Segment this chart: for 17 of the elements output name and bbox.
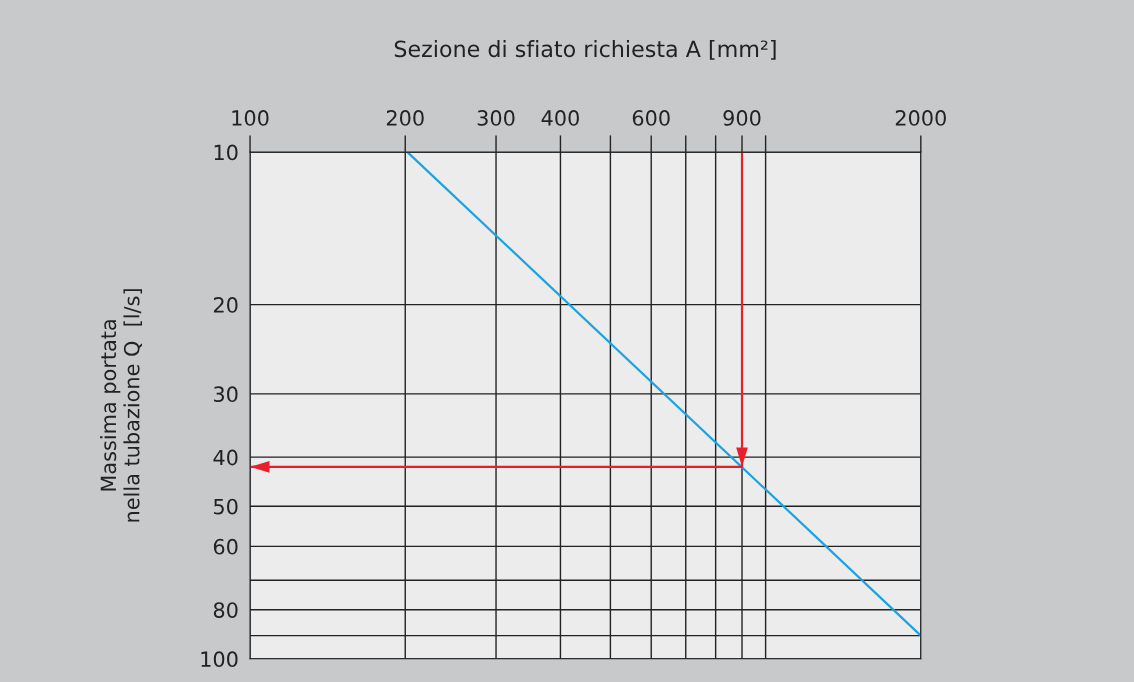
x-tick-label: 900 <box>723 110 761 126</box>
y-tick-label: 30 <box>214 386 238 403</box>
y-tick-label: 10 <box>214 144 238 161</box>
x-tick-label: 200 <box>386 110 424 126</box>
y-tick-label: 20 <box>213 297 238 313</box>
y-tick-label: 50 <box>214 498 238 515</box>
x-axis-title: Sezione di sfiato richiesta A [mm²] <box>394 40 776 60</box>
x-tick-label: 2000 <box>895 110 946 126</box>
x-tick-label: 600 <box>632 110 670 126</box>
y-tick-label: 40 <box>213 449 238 466</box>
y-tick-label: 100 <box>201 651 238 668</box>
y-tick-label: 80 <box>213 602 238 618</box>
x-tick-label: 300 <box>477 110 515 126</box>
x-tick-label: 100 <box>232 110 269 126</box>
y-axis-title: Massima portata nella tubazione Q [l/s] <box>100 289 143 522</box>
y-tick-label: 60 <box>213 538 238 555</box>
x-tick-label: 400 <box>541 110 579 126</box>
